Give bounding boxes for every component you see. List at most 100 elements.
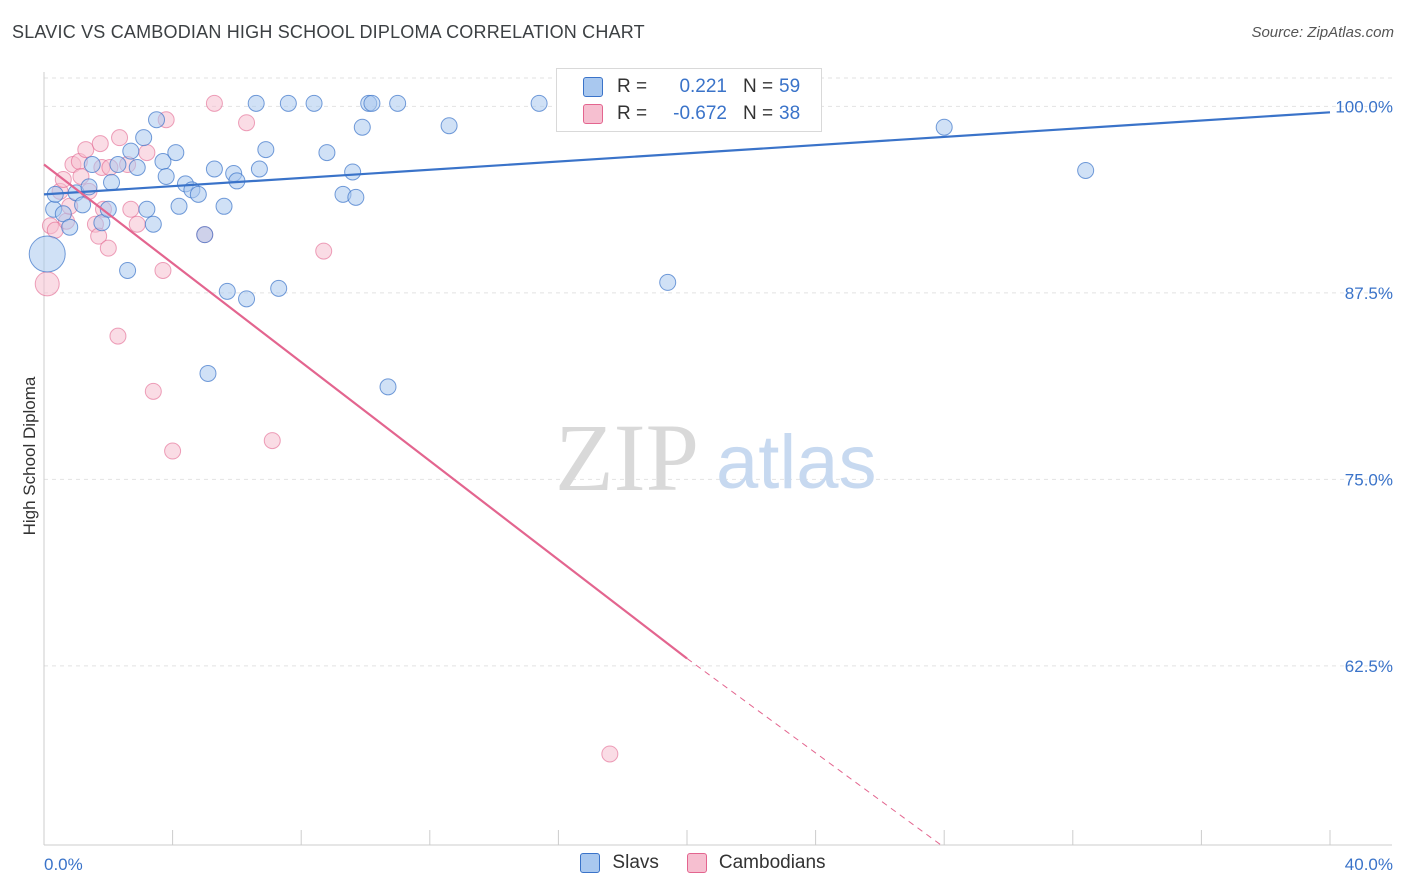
legend-n-label: N = (743, 103, 774, 124)
slavs-point (189, 185, 207, 203)
slavs-point (167, 144, 185, 162)
legend-r-label: R = (617, 103, 648, 124)
trend-lines (43, 111, 1331, 846)
y-tick-label: 100.0% (1335, 97, 1393, 116)
watermark: ZIP atlas (555, 404, 877, 511)
cambodians-point (111, 129, 129, 147)
y-tick-label: 62.5% (1345, 657, 1393, 676)
slavs-point (148, 111, 166, 129)
legend-n-value-slavs: 59 (779, 76, 801, 97)
series-legend: Slavs Cambodians (0, 852, 1406, 874)
slavs-point (389, 94, 407, 112)
slavs-point (61, 218, 79, 236)
slavs-point (157, 167, 175, 185)
cambodians-point (128, 215, 146, 233)
cambodians-point (601, 745, 619, 763)
slavs-point (196, 226, 214, 244)
slavs-point (440, 117, 458, 135)
slavs-point (1077, 161, 1095, 179)
slavs-point (379, 378, 397, 396)
cambodians-point (238, 114, 256, 132)
legend-r-label: R = (617, 76, 648, 97)
slavs-point (353, 118, 371, 136)
cambodians-point (34, 271, 60, 297)
slavs-point (83, 156, 101, 174)
legend-n-label: N = (743, 76, 774, 97)
chart-title: SLAVIC VS CAMBODIAN HIGH SCHOOL DIPLOMA … (12, 22, 645, 42)
cambodians-point (315, 242, 333, 260)
slavs-point (138, 200, 156, 218)
tick-labels: 62.5% 75.0% 87.5% 100.0% 0.0% 40.0% (44, 97, 1393, 874)
cambodians-point (109, 327, 127, 345)
slavs-point (99, 200, 117, 218)
y-axis-label: High School Diploma (20, 376, 39, 535)
source-label: Source: ZipAtlas.com (1251, 24, 1394, 41)
legend-item-cambodians[interactable]: Cambodians (686, 852, 826, 874)
slavs-point (279, 94, 297, 112)
watermark-zip: ZIP (555, 404, 699, 511)
slavs-point (247, 94, 265, 112)
slavs-point (122, 142, 140, 160)
slavs-point (250, 160, 268, 178)
cambodians-trend-extension (686, 658, 942, 846)
legend-item-slavs[interactable]: Slavs (580, 852, 659, 874)
slavs-point (135, 129, 153, 147)
slavs-points (28, 94, 1095, 396)
x-tick-label: 0.0% (44, 855, 83, 874)
cambodians-point (91, 135, 109, 153)
slavs-point (270, 279, 288, 297)
slavs-point (347, 188, 365, 206)
legend-swatch-slavs (583, 77, 603, 97)
slavs-point (170, 197, 188, 215)
grid-lines (44, 77, 1392, 667)
slavs-point (530, 94, 548, 112)
slavs-trend-line (43, 111, 1331, 196)
legend-row-cambodians: R = -0.672 N = 38 (557, 102, 800, 126)
legend-row-slavs: R = 0.221 N = 59 (557, 75, 800, 99)
legend-r-value-slavs: 0.221 (679, 76, 727, 97)
cambodians-point (122, 200, 140, 218)
slavs-point (103, 173, 121, 191)
cambodians-point (99, 239, 117, 257)
slavs-point (144, 215, 162, 233)
legend-label-slavs: Slavs (612, 852, 659, 873)
slavs-point (215, 197, 233, 215)
cambodians-point (164, 442, 182, 460)
y-tick-label: 75.0% (1345, 470, 1393, 489)
slavs-point (28, 235, 66, 273)
slavs-point (305, 94, 323, 112)
slavs-point (109, 156, 127, 174)
watermark-atlas: atlas (716, 420, 877, 505)
slavs-point (119, 261, 137, 279)
slavs-point (257, 141, 275, 159)
cambodians-point (77, 141, 95, 159)
stats-legend: R = 0.221 N = 59 R = -0.672 N = 38 (556, 68, 822, 132)
cambodians-trend-line (43, 163, 688, 660)
legend-r-value-cambodians: -0.672 (673, 103, 727, 124)
slavs-point (128, 159, 146, 177)
legend-swatch-slavs (580, 853, 601, 873)
slavs-point (238, 290, 256, 308)
legend-label-cambodians: Cambodians (718, 852, 826, 873)
y-tick-label: 87.5% (1345, 284, 1393, 303)
legend-swatch-cambodians (686, 853, 707, 873)
axes (43, 72, 1392, 846)
slavs-point (199, 364, 217, 382)
slavs-point (218, 282, 236, 300)
slavs-point (344, 163, 362, 181)
slavs-point (363, 94, 381, 112)
legend-n-value-cambodians: 38 (779, 103, 801, 124)
slavs-point (74, 196, 92, 214)
cambodians-points (34, 94, 619, 763)
cambodians-point (144, 382, 162, 400)
x-tick-label: 40.0% (1345, 855, 1393, 874)
slavs-point (318, 144, 336, 162)
slavs-point (659, 273, 677, 291)
slavs-point (935, 118, 953, 136)
cambodians-point (263, 432, 281, 450)
slavs-point (205, 160, 223, 178)
legend-swatch-cambodians (583, 104, 603, 124)
cambodians-point (138, 144, 156, 162)
cambodians-point (154, 261, 172, 279)
